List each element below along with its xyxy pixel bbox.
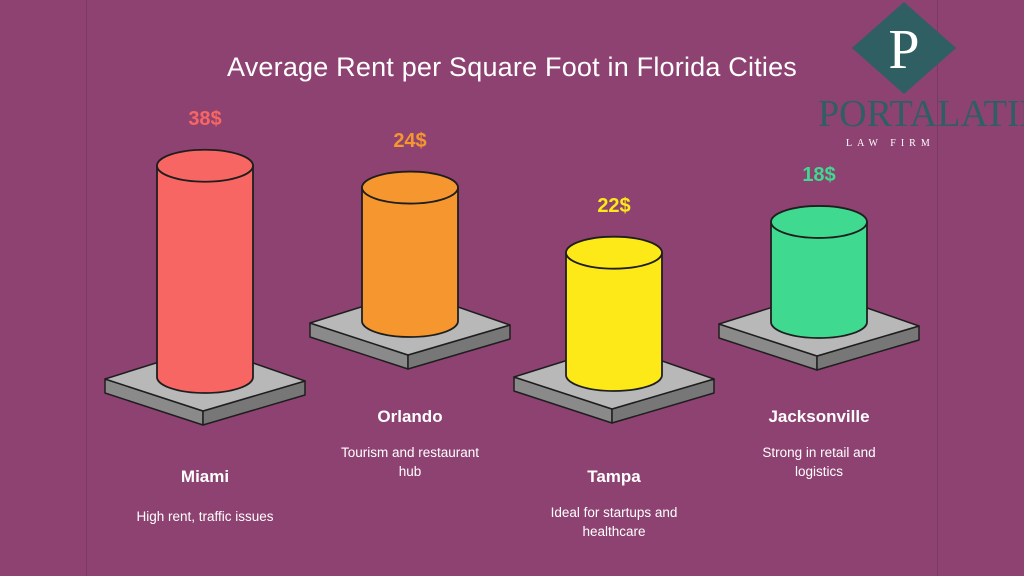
bar-top [156, 148, 254, 183]
bar [156, 164, 254, 394]
content-frame [86, 0, 938, 576]
category-label: Jacksonville [768, 407, 870, 426]
category-label: Miami [180, 467, 230, 486]
description-line: Ideal for startups and [550, 505, 678, 520]
description-line: healthcare [582, 524, 646, 539]
data-label: 24$ [393, 129, 427, 152]
category-description: Ideal for startups and healthcare [514, 503, 714, 541]
bar [565, 251, 663, 392]
description-line: hub [398, 464, 422, 479]
category-label: Tampa [587, 467, 641, 486]
description-line: Strong in retail and [762, 445, 876, 460]
bar-top [565, 235, 663, 270]
bar-top [770, 205, 868, 239]
data-label: 22$ [597, 194, 631, 217]
description-line: Tourism and restaurant [340, 445, 480, 460]
logo-mark-letter: P [888, 19, 919, 81]
category-description: Strong in retail and logistics [719, 443, 919, 481]
logo-subtitle: LAW FIRM [846, 138, 935, 149]
data-label: 38$ [188, 107, 222, 130]
logo-name: PORTALATIN [818, 93, 1024, 135]
category-description: Tourism and restaurant hub [310, 443, 510, 481]
bar-top [361, 170, 459, 205]
data-label: 18$ [802, 163, 836, 186]
logo-diamond-icon [852, 2, 956, 94]
portalatin-logo: P [852, 2, 956, 94]
bar [361, 186, 459, 338]
description-line: High rent, traffic issues [136, 509, 274, 524]
category-label: Orlando [377, 407, 443, 426]
bar [770, 221, 868, 339]
chart-title: Average Rent per Square Foot in Florida … [227, 52, 797, 82]
description-line: logistics [794, 464, 843, 479]
category-description: High rent, traffic issues [105, 507, 305, 526]
